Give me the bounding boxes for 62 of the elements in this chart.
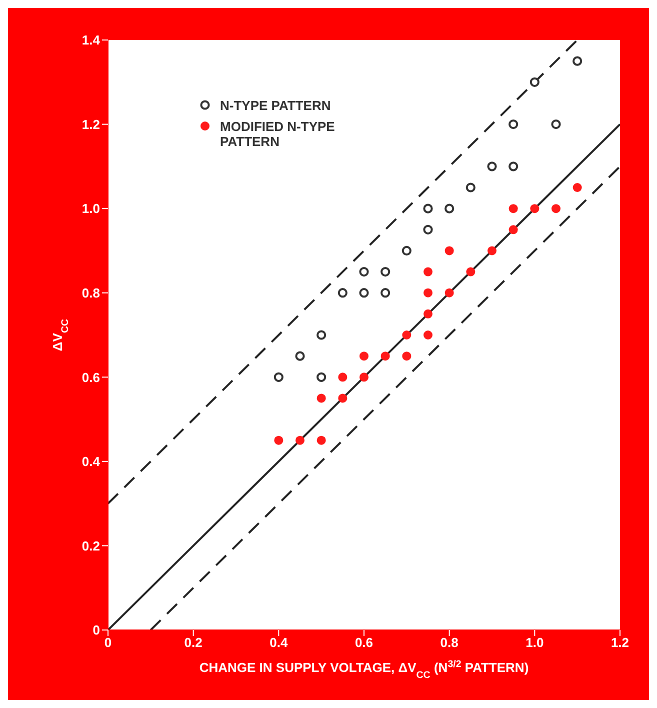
point: [360, 372, 368, 382]
x-tick-label: 0.8: [440, 635, 458, 650]
point: [423, 224, 433, 234]
y-tick-label: 0.2: [82, 538, 100, 554]
y-tick-label: 1.2: [82, 116, 100, 132]
point: [423, 204, 433, 214]
point: [295, 351, 305, 361]
point: [316, 330, 326, 340]
point: [316, 436, 326, 445]
y-tick-label: 0.6: [82, 370, 100, 385]
y-tick-label: 1.4: [82, 32, 101, 48]
point: [487, 162, 497, 172]
point: [380, 266, 390, 277]
point: [530, 77, 540, 87]
point: [380, 352, 390, 361]
point: [402, 352, 412, 361]
x-axis-title: CHANGE IN SUPPLY VOLTAGE, ΔV$_{CC}$ (N$^{3/2}$ PATTERN): [199, 658, 529, 680]
point: [424, 288, 432, 298]
point: [402, 246, 412, 256]
point: [444, 288, 454, 298]
point: [360, 352, 368, 361]
point: [444, 246, 454, 256]
x-tick-label: 0.2: [184, 635, 202, 650]
y-tick-label: 0: [92, 622, 100, 638]
x-tick-label: 1.2: [610, 635, 630, 650]
point: [508, 119, 518, 130]
point: [296, 436, 304, 445]
point: [508, 204, 518, 214]
point: [402, 330, 412, 340]
x-tick-label: 0.4: [270, 635, 288, 650]
point: [338, 394, 348, 403]
point: [508, 162, 518, 172]
point: [338, 288, 348, 298]
point: [530, 204, 540, 214]
point: [359, 266, 369, 277]
point: [424, 330, 432, 340]
point: [444, 204, 454, 214]
point: [359, 288, 369, 298]
point: [424, 267, 432, 276]
point: [380, 288, 390, 298]
point: [572, 183, 582, 192]
point: [466, 182, 476, 192]
legend-label: N-TYPE PATTERN: [220, 98, 331, 113]
point: [274, 436, 284, 445]
legend-label: MODIFIED N-TYPE PATTERN: [220, 119, 336, 149]
y-tick-label: 0.4: [82, 454, 101, 470]
x-tick-label: 0: [104, 635, 112, 650]
y-tick-label: 1.0: [82, 201, 100, 216]
point: [316, 372, 326, 382]
x-tick-label: 0.6: [354, 635, 374, 650]
point: [338, 372, 348, 382]
point: [466, 267, 476, 276]
point: [316, 394, 326, 403]
point: [488, 246, 496, 256]
point: [274, 372, 284, 382]
point: [508, 225, 518, 234]
point: [424, 309, 432, 318]
x-tick-label: 1.0: [526, 635, 544, 650]
point: [552, 204, 560, 214]
point: [551, 119, 561, 130]
point: [572, 56, 582, 66]
y-tick-label: 0.8: [82, 285, 100, 300]
